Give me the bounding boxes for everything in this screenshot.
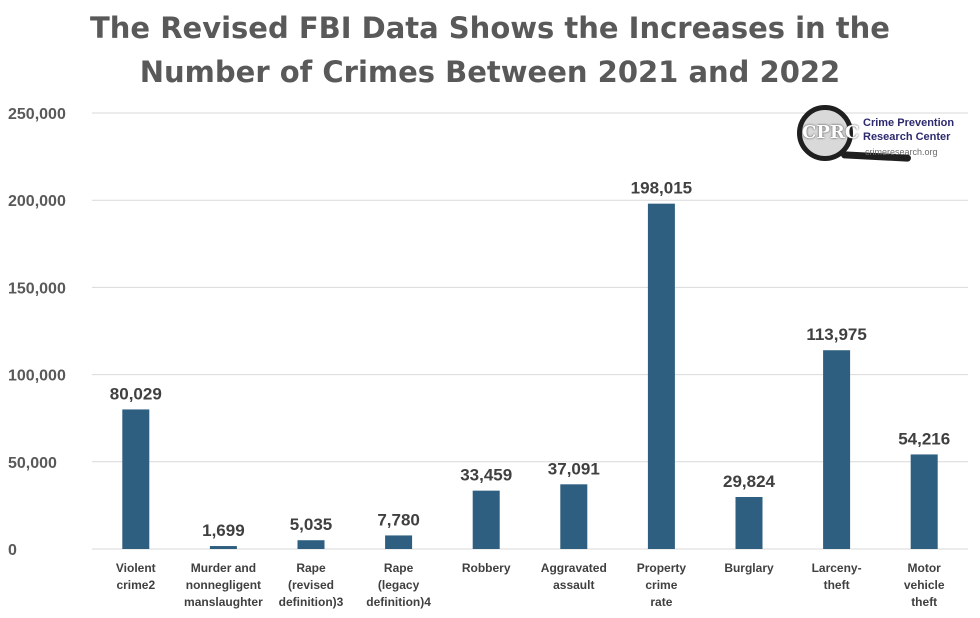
x-tick-label-line: Motor <box>908 561 942 575</box>
bar <box>209 546 237 549</box>
x-tick-label: Motor vehicle theft <box>904 561 945 609</box>
data-label: 7,780 <box>377 510 420 529</box>
x-tick-label-line: vehicle <box>904 578 945 592</box>
y-tick-label: 50,000 <box>8 455 57 472</box>
x-tick-label-line: Rape <box>296 561 326 575</box>
logo-line-2: Research Center <box>863 131 951 143</box>
logo-monogram: CPRC <box>802 122 860 143</box>
x-tick-label-line: definition)3 <box>279 595 344 609</box>
y-tick-label: 200,000 <box>8 193 66 210</box>
x-tick-label-line: crime2 <box>116 578 155 592</box>
x-tick-label-line: rate <box>650 595 672 609</box>
data-label: 37,091 <box>548 459 600 478</box>
bar <box>560 484 588 549</box>
x-tick-label-line: definition)4 <box>366 595 431 609</box>
x-tick-label-line: Aggravated <box>541 561 607 575</box>
x-tick-label-line: theft <box>824 578 850 592</box>
data-label: 1,699 <box>202 521 245 540</box>
y-tick-label: 100,000 <box>8 368 66 385</box>
bar <box>735 496 763 549</box>
bar <box>122 409 150 549</box>
data-label: 29,824 <box>723 472 776 491</box>
x-tick-label: Rape (revised definition)3 <box>279 561 344 609</box>
logo-line-1: Crime Prevention <box>863 117 955 129</box>
x-tick-label: Violent crime2 <box>116 561 156 592</box>
x-tick-label: Robbery <box>462 561 511 575</box>
bars <box>122 203 938 549</box>
x-tick-label: Aggravated assault <box>541 561 607 592</box>
x-tick-label-line: theft <box>911 595 937 609</box>
x-tick-label-line: manslaughter <box>184 595 263 609</box>
y-tick-label: 250,000 <box>8 106 66 123</box>
data-label: 198,015 <box>631 179 692 198</box>
data-labels: 80,029 1,699 5,035 7,780 33,459 37,091 198,015… <box>110 179 950 540</box>
x-tick-label-line: Burglary <box>724 561 774 575</box>
data-label: 5,035 <box>290 515 333 534</box>
data-label: 33,459 <box>460 466 512 485</box>
x-tick-label: Murder and nonnegligent manslaughter <box>184 561 263 609</box>
chart-title: The Revised FBI Data Shows the Increases… <box>0 6 980 94</box>
x-axis-ticks: Violent crime2 Murder and nonnegligent mansl… <box>116 561 945 609</box>
x-tick-label-line: crime <box>645 578 677 592</box>
x-tick-label-line: Rape <box>384 561 414 575</box>
bar <box>385 535 413 549</box>
bar <box>297 540 325 549</box>
bar <box>823 350 851 549</box>
chart-title-line-1: The Revised FBI Data Shows the Increases… <box>90 11 890 45</box>
x-tick-label: Rape (legacy definition)4 <box>366 561 431 609</box>
x-tick-label-line: nonnegligent <box>186 578 261 592</box>
x-tick-label-line: (legacy <box>378 578 420 592</box>
logo-url: crimeresearch.org <box>865 147 938 157</box>
x-tick-label-line: Property <box>637 561 687 575</box>
x-tick-label-line: Violent <box>116 561 156 575</box>
data-label: 113,975 <box>806 325 867 344</box>
x-tick-label-line: Murder and <box>191 561 256 575</box>
bar <box>910 454 938 549</box>
x-tick-label-line: assault <box>553 578 594 592</box>
bar <box>647 203 675 549</box>
bar <box>472 490 500 549</box>
y-axis-ticks: 0 50,000 100,000 150,000 200,000 250,000 <box>8 106 66 559</box>
x-tick-label: Larceny-theft <box>812 561 862 592</box>
chart-title-line-2: Number of Crimes Between 2021 and 2022 <box>139 55 841 89</box>
x-tick-label-line: Larceny- <box>812 561 862 575</box>
data-label: 54,216 <box>898 429 950 448</box>
x-tick-label: Property crime rate <box>637 561 687 609</box>
x-tick-label-line: (revised <box>288 578 334 592</box>
y-tick-label: 0 <box>8 542 17 559</box>
magnifier-lens-icon: CPRC <box>797 105 859 161</box>
y-tick-label: 150,000 <box>8 280 66 297</box>
data-label: 80,029 <box>110 384 162 403</box>
cprc-logo: CPRC Crime Prevention Research Center cr… <box>793 103 955 173</box>
x-tick-label: Burglary <box>724 561 774 575</box>
x-tick-label-line: Robbery <box>462 561 511 575</box>
